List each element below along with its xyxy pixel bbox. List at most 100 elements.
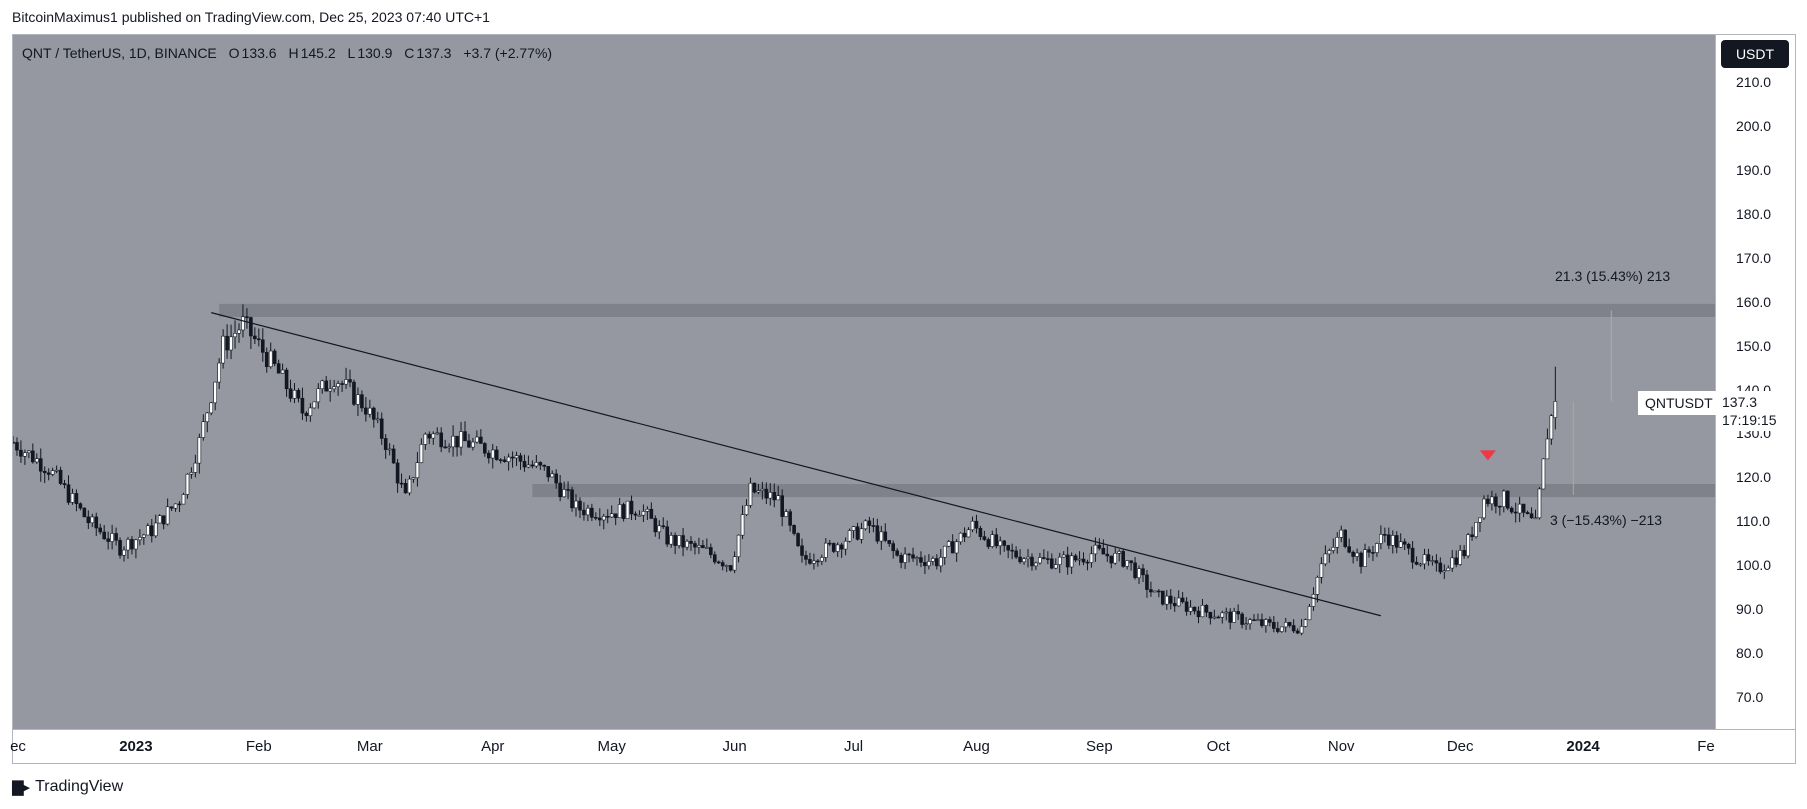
candle-body	[447, 446, 451, 449]
candle-body	[304, 412, 309, 417]
candle-body	[189, 472, 194, 475]
candle-body	[792, 525, 796, 534]
candle-body	[1042, 557, 1046, 559]
candle-body	[661, 525, 666, 528]
candle-body	[90, 516, 95, 524]
x-tick-label: Apr	[481, 738, 505, 755]
candle-body	[931, 558, 935, 562]
candle-body	[1319, 563, 1324, 578]
candle-body	[1018, 556, 1022, 563]
candle-body	[27, 450, 31, 454]
candle-body	[685, 540, 689, 548]
candle-body	[1295, 630, 1300, 634]
candle-body	[637, 514, 642, 517]
candle-body	[938, 557, 943, 567]
candle-body	[1065, 554, 1070, 568]
candle-body	[1367, 549, 1371, 553]
candle-body	[582, 509, 586, 516]
candle-body	[780, 495, 784, 517]
y-tick-label: 120.0	[1736, 469, 1772, 486]
candle-body	[673, 535, 677, 546]
candle-body	[1533, 517, 1538, 520]
candle-body	[494, 449, 499, 461]
candle-body	[776, 495, 781, 501]
candle-body	[177, 503, 182, 506]
bar-countdown: 17:19:15	[1722, 412, 1777, 428]
candle-body	[58, 469, 63, 484]
candle-body	[1046, 558, 1050, 560]
candle-body	[1125, 560, 1129, 567]
candle-body	[954, 541, 959, 554]
y-axis[interactable]	[1715, 35, 1716, 729]
candle-body	[1208, 611, 1213, 619]
candle-body	[1347, 546, 1351, 553]
candle-body	[316, 388, 321, 403]
candle-body	[31, 450, 35, 463]
x-tick-label: 2023	[119, 738, 153, 755]
candle-body	[1379, 534, 1383, 544]
candle-body	[1232, 611, 1236, 623]
x-tick-label: Dec	[1446, 738, 1474, 755]
candle-body	[851, 526, 856, 531]
y-tick-label: 100.0	[1736, 557, 1772, 574]
candle-body	[50, 470, 55, 475]
candle-body	[1014, 550, 1018, 558]
candle-body	[34, 458, 39, 463]
x-tick-label: Aug	[963, 738, 990, 755]
candle-body	[950, 541, 955, 554]
candle-body	[1494, 496, 1498, 507]
candle-body	[1549, 415, 1554, 440]
candle-body	[1363, 549, 1367, 567]
candle-body	[249, 317, 253, 337]
price-chart[interactable]	[13, 35, 1715, 729]
candle-body	[399, 482, 404, 485]
candle-body	[1038, 557, 1042, 564]
candle-body	[835, 544, 840, 552]
footer-branding[interactable]: ▇▸ TradingView	[12, 778, 123, 796]
candle-body	[106, 538, 110, 542]
x-axis[interactable]	[13, 729, 1795, 730]
candle-body	[1505, 490, 1510, 509]
candle-body	[823, 542, 828, 558]
candle-body	[665, 526, 670, 545]
candle-body	[241, 316, 245, 331]
candle-body	[891, 543, 896, 552]
candle-body	[23, 452, 27, 457]
candle-body	[138, 537, 142, 541]
candle-body	[13, 441, 15, 444]
resistance-zone	[532, 483, 1715, 498]
candle-body	[486, 452, 491, 459]
candle-body	[324, 380, 329, 392]
candle-body	[510, 456, 515, 459]
candle-body	[566, 489, 570, 491]
y-tick-label: 200.0	[1736, 117, 1772, 134]
y-tick-label: 190.0	[1736, 161, 1772, 178]
candle-body	[292, 389, 297, 399]
plot-area[interactable]	[13, 35, 1715, 729]
candle-body	[697, 545, 701, 548]
currency-button[interactable]: USDT	[1721, 40, 1789, 68]
candle-body	[689, 540, 693, 544]
candle-body	[114, 533, 118, 541]
candle-body	[915, 557, 919, 559]
candle-body	[903, 553, 907, 563]
candle-body	[1006, 545, 1010, 551]
candle-body	[1287, 622, 1292, 626]
candle-body	[1002, 540, 1007, 546]
candle-body	[1216, 616, 1221, 619]
candle-body	[554, 473, 558, 484]
candle-body	[122, 549, 126, 556]
candle-body	[855, 526, 860, 540]
candle-body	[871, 525, 876, 527]
candle-body	[1153, 590, 1157, 593]
candle-body	[1275, 628, 1280, 632]
candle-body	[46, 472, 51, 475]
candle-body	[1220, 612, 1225, 618]
candle-body	[1240, 613, 1244, 625]
candle-body	[1133, 562, 1137, 579]
candle-body	[1371, 552, 1375, 554]
candle-body	[375, 418, 380, 421]
candle-body	[812, 560, 816, 564]
candle-body	[1010, 549, 1014, 552]
change-value: +3.7 (+2.77%)	[463, 45, 553, 61]
